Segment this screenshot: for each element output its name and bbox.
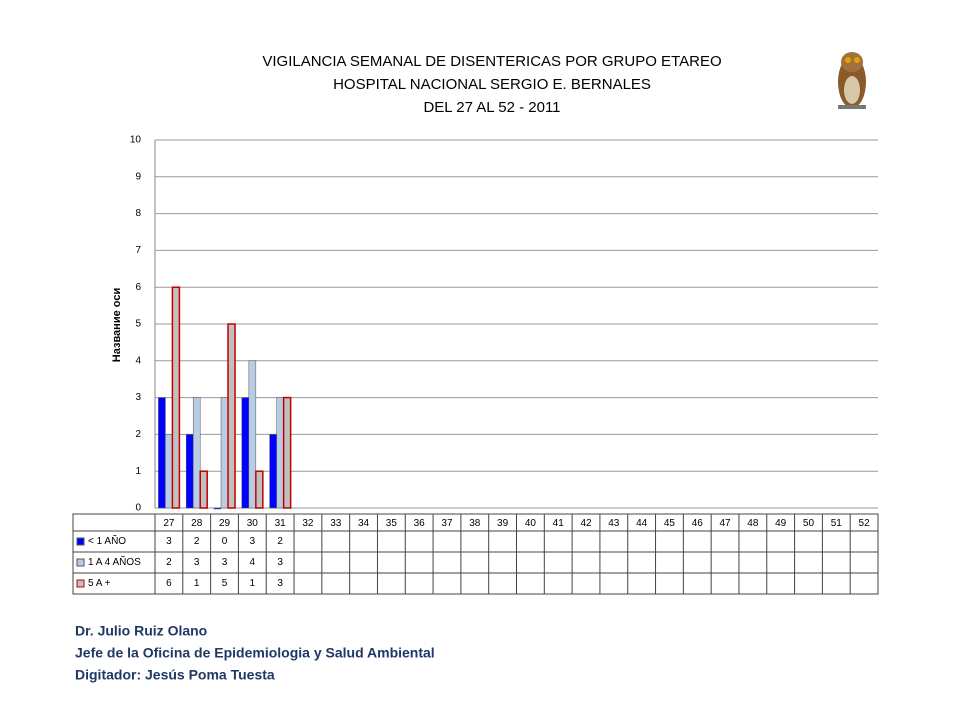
y-tick-label: 3 [135,392,141,403]
x-tick-label: 36 [414,518,426,529]
footer-line: Jefe de la Oficina de Epidemiologia y Sa… [75,645,435,661]
bar [248,360,257,509]
x-tick-label: 39 [497,518,509,529]
table-value: 5 [222,578,228,589]
bar [220,397,229,509]
bar [192,397,201,509]
table-value: 6 [166,578,172,589]
bar [227,323,236,509]
x-tick-label: 37 [441,518,453,529]
y-tick-label: 4 [135,355,141,366]
title-line: DEL 27 AL 52 - 2011 [423,99,560,116]
x-tick-label: 47 [719,518,731,529]
x-tick-label: 51 [831,518,843,529]
bar [282,396,292,509]
x-tick-label: 41 [553,518,565,529]
y-tick-label: 7 [135,245,141,256]
x-tick-label: 32 [302,518,314,529]
x-tick-label: 31 [275,518,287,529]
table-value: 4 [250,557,256,568]
bar [165,434,173,509]
legend-label: 1 A 4 AÑOS [88,555,141,568]
y-tick-label: 0 [135,503,141,514]
x-tick-label: 42 [580,518,592,529]
bar [269,434,277,509]
table-value: 1 [250,578,256,589]
y-tick-label: 6 [135,282,141,293]
bar [158,397,166,509]
table-border [72,513,879,595]
legend-label: 5 A + [88,578,111,589]
table-value: 3 [250,536,256,547]
y-axis-label: Название оси [111,288,123,362]
title-line: HOSPITAL NACIONAL SERGIO E. BERNALES [333,76,651,93]
x-tick-label: 52 [859,518,871,529]
x-tick-label: 35 [386,518,398,529]
x-tick-label: 28 [191,518,203,529]
x-tick-label: 30 [247,518,259,529]
table-value: 1 [194,578,200,589]
x-tick-label: 34 [358,518,370,529]
footer-line: Digitador: Jesús Poma Tuesta [75,667,275,683]
x-tick-label: 45 [664,518,676,529]
table-value: 3 [277,557,283,568]
legend-swatch [76,579,85,588]
table-value: 3 [277,578,283,589]
table-value: 2 [166,557,172,568]
bar [199,470,208,509]
y-tick-label: 10 [130,135,142,146]
x-tick-label: 49 [775,518,787,529]
bar [185,434,194,509]
y-tick-label: 8 [135,208,141,219]
bar [276,397,284,509]
x-tick-label: 43 [608,518,620,529]
x-tick-label: 40 [525,518,537,529]
x-tick-label: 48 [747,518,759,529]
x-tick-label: 46 [692,518,704,529]
table-value: 2 [277,536,283,547]
x-tick-label: 44 [636,518,648,529]
table-value: 3 [222,557,228,568]
table-value: 3 [194,557,200,568]
bar [255,470,264,509]
legend-swatch [76,537,85,546]
bar [241,397,250,509]
x-tick-label: 38 [469,518,481,529]
x-tick-label: 50 [803,518,815,529]
x-tick-label: 33 [330,518,342,529]
y-tick-label: 2 [135,429,141,440]
footer-line: Dr. Julio Ruiz Olano [75,623,207,639]
x-tick-label: 27 [163,518,175,529]
x-tick-label: 29 [219,518,231,529]
legend-swatch [76,558,85,567]
legend-label: < 1 AÑO [88,534,126,547]
bar [171,286,181,509]
y-tick-label: 1 [135,466,141,477]
table-value: 0 [222,536,228,547]
owl-icon [838,52,866,109]
y-tick-label: 5 [135,319,141,330]
bar [213,507,222,510]
table-value: 3 [166,536,172,547]
y-tick-label: 9 [135,171,141,182]
title-line: VIGILANCIA SEMANAL DE DISENTERICAS POR G… [262,53,721,70]
table-value: 2 [194,536,200,547]
